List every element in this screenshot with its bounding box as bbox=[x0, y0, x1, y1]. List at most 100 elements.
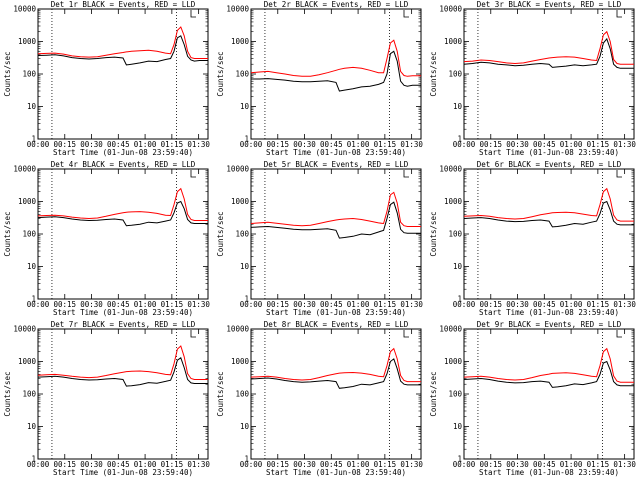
x-tick-label: 01:15 bbox=[374, 460, 397, 469]
x-tick-label: 00:15 bbox=[53, 460, 76, 469]
x-tick-label: 00:15 bbox=[479, 460, 502, 469]
x-tick-label: 01:30 bbox=[613, 300, 636, 309]
series-lld bbox=[463, 187, 634, 222]
x-tick-label: 00:00 bbox=[453, 300, 476, 309]
chart-det-7: Det 7r BLACK = Events, RED = LLD 1 10 100 10… bbox=[3, 320, 210, 477]
series-events bbox=[463, 360, 634, 388]
y-tick-label: 10 bbox=[453, 262, 463, 271]
x-tick-label: 01:30 bbox=[400, 140, 423, 149]
plot-frame bbox=[250, 8, 422, 140]
x-tick-label: 01:15 bbox=[587, 300, 610, 309]
plot-frame bbox=[37, 168, 209, 300]
chart-det-1: Det 1r BLACK = Events, RED = LLD 1 10 100 10… bbox=[3, 0, 210, 157]
x-tick-label: 00:45 bbox=[107, 460, 130, 469]
y-tick-label: 100 bbox=[22, 390, 36, 399]
plot-frame bbox=[37, 8, 209, 140]
y-axis-label: Counts/sec bbox=[429, 371, 438, 416]
y-tick-label: 10000 bbox=[226, 165, 249, 174]
y-tick-label: 10 bbox=[453, 102, 463, 111]
time-marker-bracket bbox=[190, 170, 196, 178]
y-tick-label: 1 bbox=[31, 295, 36, 304]
y-axis-label: Counts/sec bbox=[216, 211, 225, 256]
x-tick-label: 01:00 bbox=[134, 460, 157, 469]
x-tick-label: 00:30 bbox=[80, 140, 103, 149]
y-tick-label: 10 bbox=[240, 262, 250, 271]
y-tick-label: 1000 bbox=[18, 37, 37, 46]
x-tick-label: 00:00 bbox=[453, 140, 476, 149]
y-tick-label: 10 bbox=[27, 102, 37, 111]
x-tick-label: 01:00 bbox=[560, 140, 583, 149]
time-marker-bracket bbox=[403, 10, 409, 18]
x-tick-label: 00:45 bbox=[533, 300, 556, 309]
series-events bbox=[250, 358, 421, 389]
y-tick-label: 1 bbox=[244, 135, 249, 144]
chart-title: Det 3r BLACK = Events, RED = LLD bbox=[477, 0, 622, 9]
x-tick-label: 00:00 bbox=[453, 460, 476, 469]
x-tick-label: 01:15 bbox=[161, 460, 184, 469]
x-tick-label: 00:00 bbox=[240, 140, 263, 149]
y-tick-label: 100 bbox=[448, 70, 462, 79]
time-marker-bracket bbox=[403, 170, 409, 178]
y-axis-label: Counts/sec bbox=[3, 371, 12, 416]
y-tick-label: 10000 bbox=[13, 325, 36, 334]
chart-det-9: Det 9r BLACK = Events, RED = LLD 1 10 100 10… bbox=[429, 320, 636, 477]
y-tick-label: 1000 bbox=[18, 357, 37, 366]
series-lld bbox=[37, 26, 208, 59]
x-tick-label: 00:15 bbox=[266, 140, 289, 149]
time-marker-bracket bbox=[616, 10, 622, 18]
series-lld bbox=[463, 347, 634, 383]
plot-frame bbox=[463, 8, 635, 140]
chart-title: Det 2r BLACK = Events, RED = LLD bbox=[264, 0, 409, 9]
x-tick-label: 01:00 bbox=[134, 140, 157, 149]
x-tick-label: 01:00 bbox=[134, 300, 157, 309]
series-events bbox=[251, 50, 421, 92]
series-lld bbox=[463, 30, 634, 65]
x-tick-label: 01:00 bbox=[347, 460, 370, 469]
x-tick-label: 01:30 bbox=[613, 140, 636, 149]
chart-title: Det 1r BLACK = Events, RED = LLD bbox=[51, 0, 196, 9]
x-tick-label: 01:00 bbox=[560, 460, 583, 469]
chart-det-6: Det 6r BLACK = Events, RED = LLD 1 10 100 10… bbox=[429, 160, 636, 317]
x-tick-label: 00:15 bbox=[53, 300, 76, 309]
series-events bbox=[37, 35, 208, 66]
y-tick-label: 1 bbox=[457, 135, 462, 144]
x-tick-label: 00:00 bbox=[240, 460, 263, 469]
y-axis-label: Counts/sec bbox=[3, 211, 12, 256]
y-tick-label: 1 bbox=[457, 295, 462, 304]
series-events bbox=[37, 357, 208, 387]
y-tick-label: 1 bbox=[457, 455, 462, 464]
plot-frame bbox=[37, 328, 209, 460]
y-tick-label: 100 bbox=[235, 390, 249, 399]
y-tick-label: 10000 bbox=[13, 5, 36, 14]
x-axis-label: Start Time (01-Jun-08 23:59:40) bbox=[266, 148, 406, 157]
x-tick-label: 00:15 bbox=[479, 140, 502, 149]
y-tick-label: 10000 bbox=[13, 165, 36, 174]
x-tick-label: 00:45 bbox=[107, 300, 130, 309]
x-tick-label: 00:45 bbox=[533, 140, 556, 149]
x-tick-label: 00:30 bbox=[293, 460, 316, 469]
x-axis-label: Start Time (01-Jun-08 23:59:40) bbox=[266, 308, 406, 317]
x-tick-label: 00:00 bbox=[240, 300, 263, 309]
y-tick-label: 1000 bbox=[444, 357, 463, 366]
y-tick-label: 10000 bbox=[226, 5, 249, 14]
x-tick-label: 00:30 bbox=[506, 460, 529, 469]
x-tick-label: 00:15 bbox=[479, 300, 502, 309]
y-tick-label: 10 bbox=[240, 102, 250, 111]
chart-title: Det 7r BLACK = Events, RED = LLD bbox=[51, 320, 196, 329]
time-marker-bracket bbox=[616, 170, 622, 178]
x-tick-label: 00:15 bbox=[266, 300, 289, 309]
x-tick-label: 00:45 bbox=[320, 140, 343, 149]
x-tick-label: 01:30 bbox=[400, 460, 423, 469]
time-marker-bracket bbox=[190, 330, 196, 338]
chart-det-4: Det 4r BLACK = Events, RED = LLD 1 10 100 10… bbox=[3, 160, 210, 317]
x-tick-label: 01:15 bbox=[374, 140, 397, 149]
x-tick-label: 00:30 bbox=[506, 140, 529, 149]
x-tick-label: 00:30 bbox=[506, 300, 529, 309]
series-lld bbox=[250, 39, 421, 77]
y-tick-label: 10 bbox=[453, 422, 463, 431]
y-tick-label: 1 bbox=[244, 295, 249, 304]
x-tick-label: 01:00 bbox=[347, 300, 370, 309]
x-tick-label: 00:30 bbox=[293, 300, 316, 309]
x-tick-label: 00:15 bbox=[266, 460, 289, 469]
